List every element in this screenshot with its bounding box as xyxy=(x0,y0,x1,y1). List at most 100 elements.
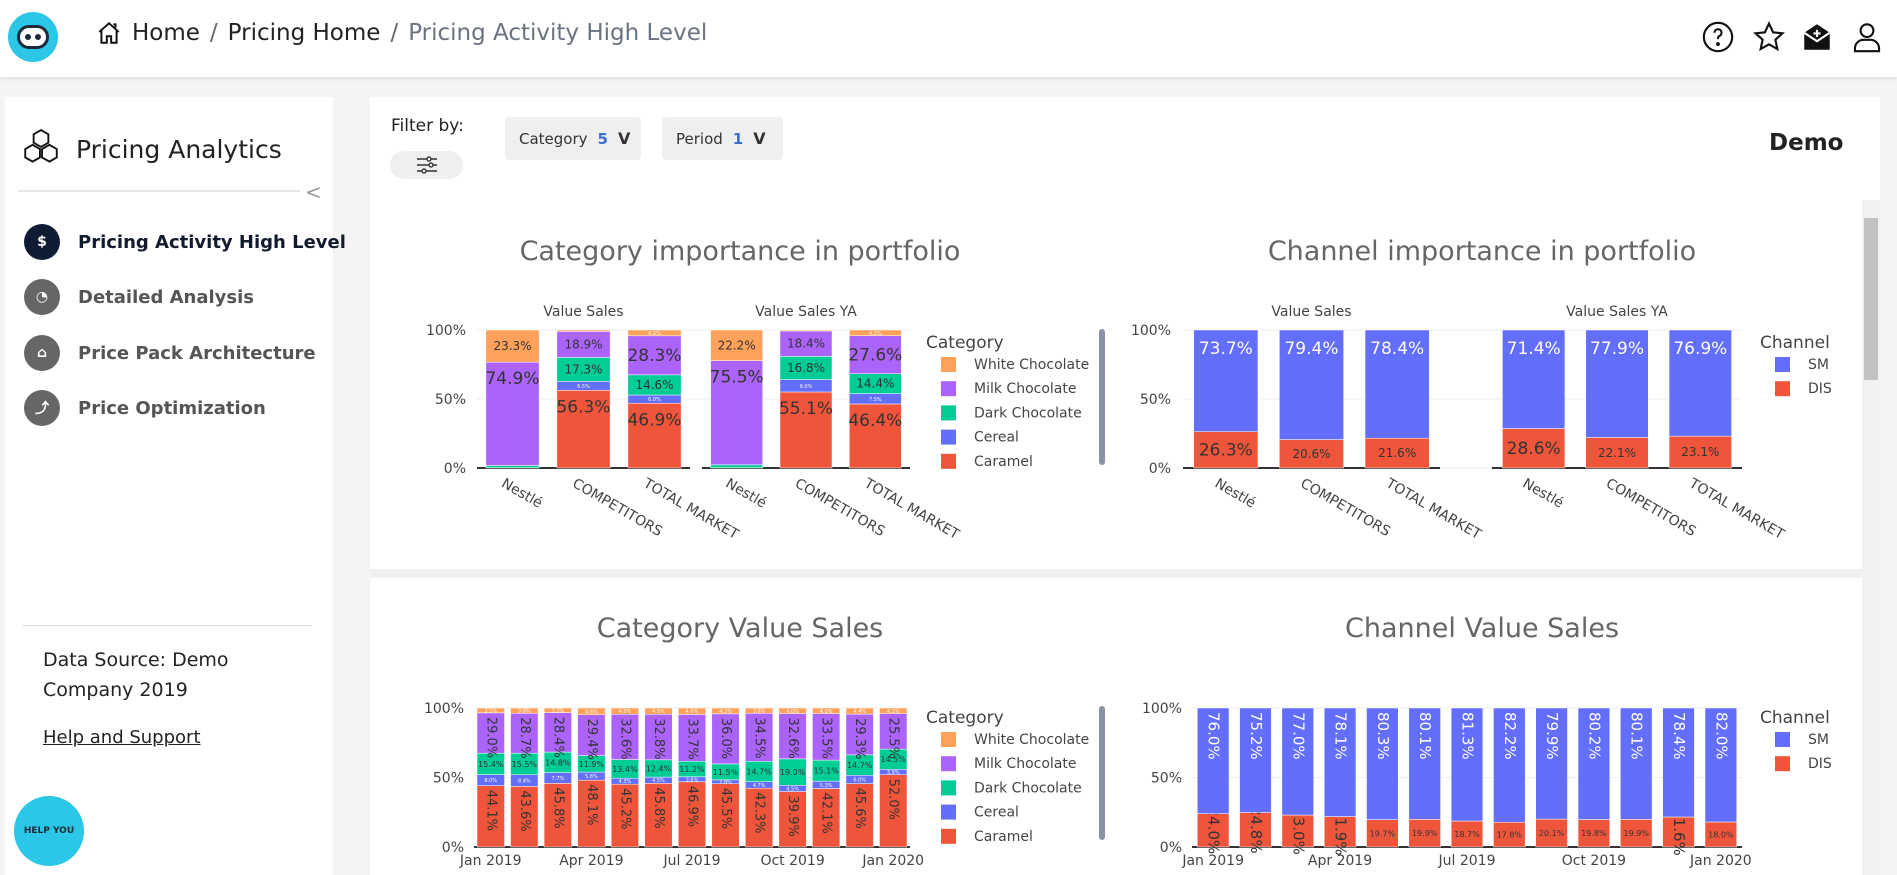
y-tick-label: 100% xyxy=(1131,323,1171,339)
sidebar-divider xyxy=(22,625,312,626)
legend-item: Cereal xyxy=(974,430,1019,446)
breadcrumb-home[interactable]: Home xyxy=(132,20,200,46)
bar-segment-sm xyxy=(1620,707,1653,820)
bar-segment-white-chocolate xyxy=(476,707,505,714)
data-label: 32.6% xyxy=(785,718,800,759)
sidebar-item-detailed-analysis[interactable]: ◔ Detailed Analysis xyxy=(24,279,254,315)
breadcrumb: Home / Pricing Home / Pricing Activity H… xyxy=(96,20,707,46)
legend-item: White Chocolate xyxy=(974,357,1089,373)
bar-segment-milk-chocolate xyxy=(710,360,763,466)
breadcrumb-pricing-home[interactable]: Pricing Home xyxy=(227,20,381,46)
data-label: 46.9% xyxy=(685,786,700,827)
filter-settings-button[interactable] xyxy=(390,151,463,179)
legend-item: Caramel xyxy=(974,829,1033,845)
data-label: 19.7% xyxy=(1370,829,1396,838)
bar-segment-dis xyxy=(1668,435,1732,469)
bar-segment-dis xyxy=(1620,819,1653,848)
help-bot-button[interactable]: HELP YOU xyxy=(14,796,84,866)
collapse-sidebar-chevron-icon[interactable]: < xyxy=(305,180,322,204)
demo-label: Demo xyxy=(1769,130,1844,156)
sidebar-item-price-pack-architecture[interactable]: ⌂ Price Pack Architecture xyxy=(24,335,316,371)
sidebar-item-pricing-activity-high-level[interactable]: $ Pricing Activity High Level xyxy=(24,224,346,260)
bar-segment-dis xyxy=(1193,431,1259,469)
data-label: 48.1% xyxy=(584,784,599,825)
bar-segment-dis xyxy=(1662,816,1695,848)
data-label: 29.3% xyxy=(852,718,867,759)
data-label: 21.6% xyxy=(1378,446,1416,460)
legend-swatch xyxy=(1775,381,1790,397)
bar-segment-dis xyxy=(1197,813,1230,848)
bar-segment-caramel xyxy=(577,779,606,848)
data-label: 32.8% xyxy=(651,718,666,759)
chart-title: Channel importance in portfolio xyxy=(1267,236,1697,267)
app-logo[interactable] xyxy=(8,12,58,62)
category-filter-dropdown[interactable]: Category 5 V xyxy=(505,117,641,160)
help-and-support-link[interactable]: Help and Support xyxy=(43,727,201,748)
data-label: 3.9% xyxy=(887,770,900,776)
legend-swatch xyxy=(941,732,956,747)
bar-segment-milk-chocolate xyxy=(476,712,505,754)
help-icon[interactable] xyxy=(1701,20,1735,54)
data-label: 3.3% xyxy=(551,708,564,714)
data-label: 44.1% xyxy=(483,790,498,831)
bar-segment-sm xyxy=(1450,707,1484,822)
bar-segment-caramel xyxy=(779,391,833,469)
data-source-text: Data Source: Demo Company 2019 xyxy=(43,649,229,701)
bar-segment-dis xyxy=(1366,819,1399,848)
data-label: 45.5% xyxy=(718,788,733,829)
category-filter-count: 5 xyxy=(597,129,608,148)
data-label: 3.5% xyxy=(484,708,497,714)
sidebar-item-label: Price Pack Architecture xyxy=(78,342,316,364)
bar-segment-caramel xyxy=(510,786,539,848)
legend-scrollbar[interactable] xyxy=(1099,706,1105,840)
period-filter-dropdown[interactable]: Period 1 V xyxy=(662,117,783,160)
bar-segment-sm xyxy=(1535,707,1568,820)
bar-segment-sm xyxy=(1585,329,1649,438)
x-tick-label: Nestlé xyxy=(723,476,769,512)
data-label: 4.2% xyxy=(648,331,661,337)
bar-segment-caramel xyxy=(677,781,707,848)
data-label: 2.8% xyxy=(719,780,732,786)
user-icon[interactable] xyxy=(1850,20,1884,54)
data-label: 19.9% xyxy=(1624,829,1650,838)
data-label: 4.0% xyxy=(786,709,799,715)
data-label: 77.0% xyxy=(1289,712,1307,760)
data-label: 25.5% xyxy=(886,718,901,759)
legend-swatch xyxy=(1775,732,1790,747)
bar-segment-white-chocolate xyxy=(627,329,682,337)
inbox-icon[interactable] xyxy=(1800,20,1834,54)
bar-segment-dark-chocolate xyxy=(710,464,763,468)
data-label: 74.9% xyxy=(485,369,539,389)
bar-segment-caramel xyxy=(644,783,673,848)
bar-segment-milk-chocolate xyxy=(711,713,740,765)
chart-title: Category importance in portfolio xyxy=(519,236,961,267)
data-label: 13.4% xyxy=(612,765,638,774)
x-tick-label: TOTAL MARKET xyxy=(1685,475,1787,543)
legend-item: Dark Chocolate xyxy=(974,780,1082,796)
data-label: 16.8% xyxy=(787,361,825,375)
data-label: 4.5% xyxy=(786,786,799,792)
home-icon[interactable] xyxy=(96,20,122,46)
data-label: 6.5% xyxy=(577,384,590,390)
data-label: 76.0% xyxy=(1205,712,1223,760)
bar-segment-dis xyxy=(1323,816,1357,848)
top-header: Home / Pricing Home / Pricing Activity H… xyxy=(0,0,1897,77)
data-label: 78.4% xyxy=(1670,712,1688,760)
data-label: 3.6% xyxy=(686,777,699,783)
trend-icon: ⤴ xyxy=(24,390,60,426)
legend-scrollbar[interactable] xyxy=(1099,329,1105,465)
data-label: 39.9% xyxy=(785,796,800,837)
data-label: 52.0% xyxy=(886,779,901,820)
sidebar-item-price-optimization[interactable]: ⤴ Price Optimization xyxy=(24,390,266,426)
data-label: 20.1% xyxy=(1539,829,1565,838)
bar-segment-caramel xyxy=(556,390,611,469)
data-label: 82.0% xyxy=(1712,712,1730,760)
data-label: 23.0% xyxy=(1289,807,1307,855)
data-label: 19.0% xyxy=(780,768,806,777)
sidebar-item-label: Pricing Activity High Level xyxy=(78,231,346,253)
star-icon[interactable] xyxy=(1752,20,1786,54)
data-label: 5.8% xyxy=(585,774,598,780)
data-label: 20.6% xyxy=(1292,447,1330,461)
main-scrollbar-thumb[interactable] xyxy=(1864,218,1878,380)
